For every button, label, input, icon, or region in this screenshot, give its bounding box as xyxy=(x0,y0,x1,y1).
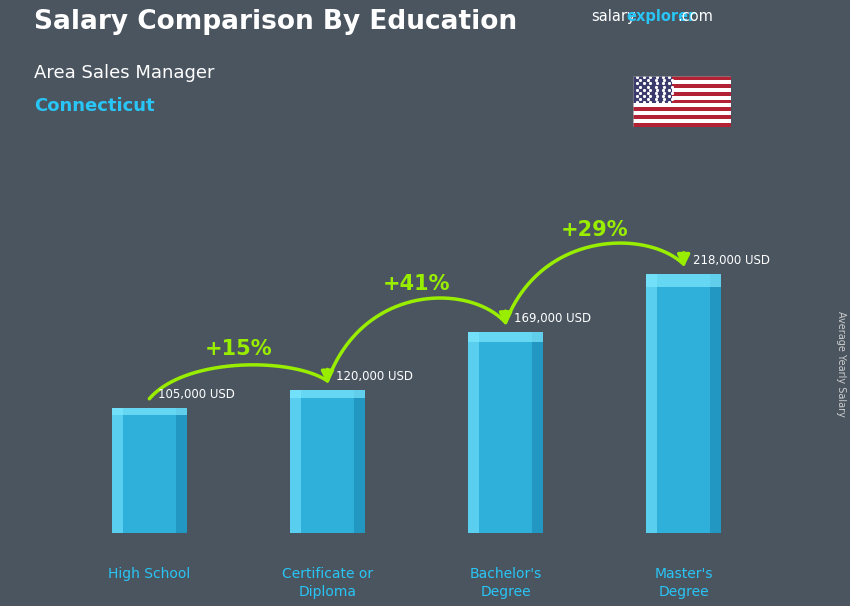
Text: 120,000 USD: 120,000 USD xyxy=(337,370,413,383)
Text: +41%: +41% xyxy=(382,275,450,295)
Bar xyxy=(176,408,187,533)
Bar xyxy=(633,107,731,112)
Bar xyxy=(633,92,731,96)
Text: .com: .com xyxy=(677,9,713,24)
FancyBboxPatch shape xyxy=(112,408,187,533)
Bar xyxy=(633,119,731,123)
Bar xyxy=(633,112,731,115)
Bar xyxy=(633,115,731,119)
FancyBboxPatch shape xyxy=(290,390,365,533)
Bar xyxy=(633,99,731,104)
Bar xyxy=(112,408,187,415)
Bar xyxy=(646,274,657,533)
Bar xyxy=(290,390,365,398)
Bar xyxy=(633,123,731,127)
Bar xyxy=(633,76,672,104)
Text: Average Yearly Salary: Average Yearly Salary xyxy=(836,311,846,416)
FancyBboxPatch shape xyxy=(468,332,543,533)
Bar xyxy=(633,80,731,84)
Text: Salary Comparison By Education: Salary Comparison By Education xyxy=(34,9,517,35)
Text: 169,000 USD: 169,000 USD xyxy=(514,312,592,325)
Bar xyxy=(633,96,731,99)
Text: +15%: +15% xyxy=(205,339,272,359)
Bar xyxy=(633,76,731,80)
Bar xyxy=(633,84,731,88)
Text: 218,000 USD: 218,000 USD xyxy=(693,254,769,267)
Text: High School: High School xyxy=(108,567,190,581)
Bar xyxy=(112,408,123,533)
Text: +29%: +29% xyxy=(561,220,628,240)
Text: Certificate or
Diploma: Certificate or Diploma xyxy=(282,567,373,599)
Bar xyxy=(633,104,731,107)
Bar xyxy=(468,332,543,342)
Text: Master's
Degree: Master's Degree xyxy=(654,567,713,599)
Bar xyxy=(468,332,479,533)
Text: 105,000 USD: 105,000 USD xyxy=(158,388,235,401)
Bar xyxy=(710,274,721,533)
Text: Connecticut: Connecticut xyxy=(34,97,155,115)
Bar xyxy=(354,390,365,533)
Text: explorer: explorer xyxy=(626,9,696,24)
Text: Bachelor's
Degree: Bachelor's Degree xyxy=(469,567,541,599)
Bar xyxy=(633,88,731,92)
Text: Area Sales Manager: Area Sales Manager xyxy=(34,64,214,82)
Text: salary: salary xyxy=(591,9,635,24)
Bar xyxy=(290,390,301,533)
Bar xyxy=(646,274,721,287)
Bar xyxy=(532,332,543,533)
FancyBboxPatch shape xyxy=(646,274,721,533)
